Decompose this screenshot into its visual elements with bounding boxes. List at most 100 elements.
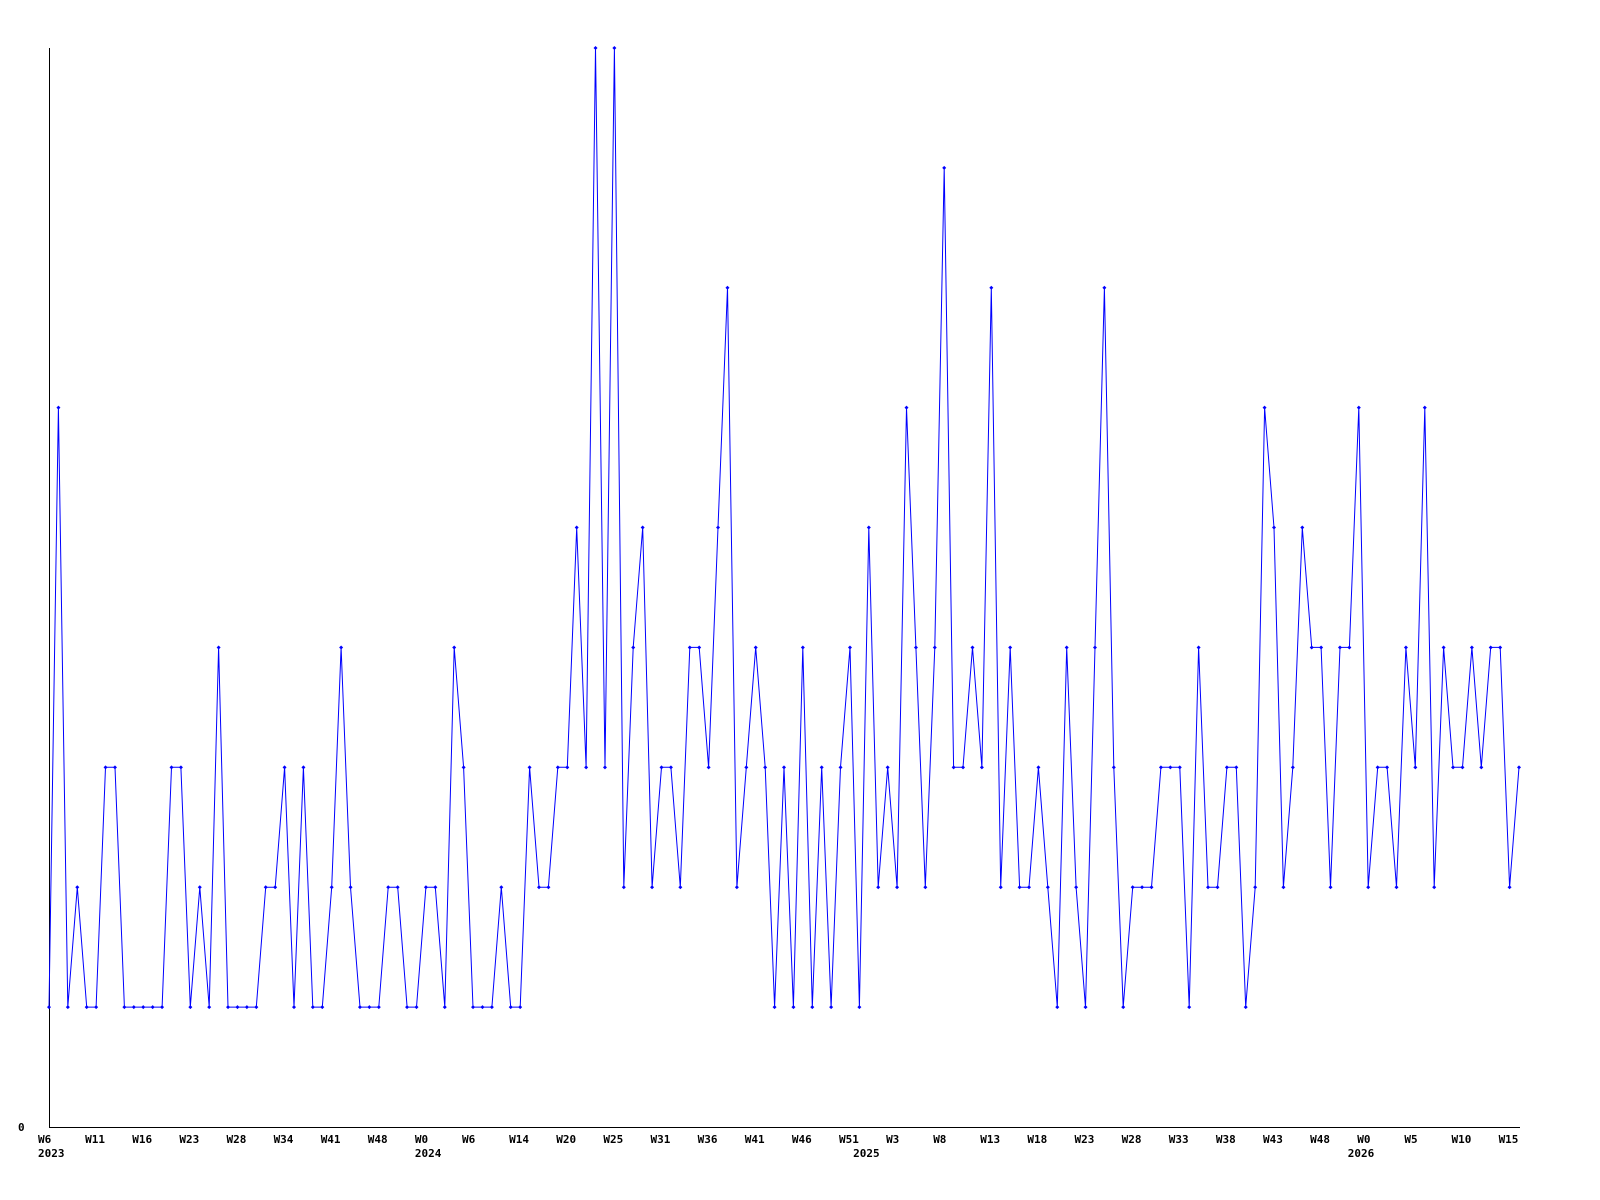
data-point — [1074, 885, 1079, 890]
data-point — [1158, 765, 1163, 770]
data-point — [282, 765, 287, 770]
data-point — [697, 645, 702, 650]
x-tick-label: W6 — [38, 1133, 52, 1146]
data-point — [829, 1005, 834, 1010]
data-point — [847, 645, 852, 650]
data-point — [687, 645, 692, 650]
data-point — [499, 885, 504, 890]
data-point — [640, 525, 645, 530]
data-point — [405, 1005, 410, 1010]
data-point — [1064, 645, 1069, 650]
data-point — [1224, 765, 1229, 770]
data-point — [395, 885, 400, 890]
data-point — [367, 1005, 372, 1010]
data-point — [150, 1005, 155, 1010]
year-label: 2025 — [853, 1147, 880, 1160]
data-point — [668, 765, 673, 770]
data-point — [1328, 885, 1333, 890]
x-tick-label: W38 — [1216, 1133, 1236, 1146]
x-tick-label: W36 — [698, 1133, 718, 1146]
year-label: 2023 — [38, 1147, 65, 1160]
x-tick-label: W51 — [839, 1133, 859, 1146]
data-point — [1300, 525, 1305, 530]
x-tick-label: W0 — [415, 1133, 428, 1146]
data-point — [1168, 765, 1173, 770]
x-tick-label: W48 — [1310, 1133, 1330, 1146]
data-point — [207, 1005, 212, 1010]
data-point — [782, 765, 786, 770]
data-point — [546, 885, 551, 890]
data-point — [188, 1005, 193, 1010]
x-tick-label: W28 — [1122, 1133, 1142, 1146]
data-point — [1319, 645, 1324, 650]
x-tick-label: W3 — [886, 1133, 899, 1146]
data-point — [518, 1005, 523, 1010]
data-point — [169, 765, 174, 770]
data-point — [1196, 645, 1201, 650]
data-point — [423, 885, 428, 890]
data-point — [734, 885, 739, 890]
data-point — [273, 885, 278, 890]
data-point — [1413, 765, 1418, 770]
data-point — [744, 765, 749, 770]
data-point — [414, 1005, 419, 1010]
data-point — [141, 1005, 146, 1010]
data-point — [1460, 765, 1465, 770]
x-tick-label: W34 — [274, 1133, 294, 1146]
data-point — [56, 405, 61, 410]
data-point — [584, 765, 589, 770]
data-point — [1215, 885, 1220, 890]
year-label: 2024 — [415, 1147, 442, 1160]
data-point — [357, 1005, 362, 1010]
data-point — [1432, 885, 1437, 890]
x-tick-label: W13 — [980, 1133, 1000, 1146]
data-point — [348, 885, 353, 890]
data-point — [1366, 885, 1371, 890]
x-tick-label: W23 — [1075, 1133, 1095, 1146]
data-point — [1036, 765, 1041, 770]
data-point — [1451, 765, 1456, 770]
data-point — [65, 1005, 70, 1010]
x-tick-label: W14 — [509, 1133, 529, 1146]
data-point — [433, 885, 438, 890]
data-point — [47, 1005, 51, 1010]
data-point — [103, 765, 108, 770]
data-point — [292, 1005, 296, 1010]
data-point — [716, 525, 721, 530]
data-point — [1055, 1005, 1060, 1010]
x-tick-label: W33 — [1169, 1133, 1189, 1146]
data-point — [989, 285, 994, 290]
data-point — [1394, 885, 1399, 890]
data-point — [913, 645, 918, 650]
data-point — [320, 1005, 325, 1010]
data-point — [885, 765, 890, 770]
x-tick-label: W31 — [651, 1133, 671, 1146]
data-point — [565, 765, 570, 770]
x-tick-label: W28 — [226, 1133, 246, 1146]
data-point — [1243, 1005, 1248, 1010]
data-point — [235, 1005, 240, 1010]
data-point — [244, 1005, 249, 1010]
data-point — [1130, 885, 1135, 890]
data-point — [1290, 765, 1295, 770]
data-point — [763, 765, 768, 770]
data-point — [650, 885, 655, 890]
data-point — [819, 765, 824, 770]
data-point — [725, 285, 730, 290]
data-point — [1347, 645, 1352, 650]
data-point — [376, 1005, 381, 1010]
data-point — [1140, 885, 1145, 890]
x-tick-label: W5 — [1404, 1133, 1417, 1146]
data-point — [1479, 765, 1484, 770]
data-point — [659, 765, 664, 770]
x-tick-label: W18 — [1027, 1133, 1047, 1146]
data-point — [537, 885, 541, 890]
data-point — [1017, 885, 1022, 890]
x-tick-label: W25 — [603, 1133, 623, 1146]
data-point — [932, 645, 937, 650]
data-point — [970, 645, 975, 650]
data-point — [979, 765, 984, 770]
data-point — [555, 765, 560, 770]
data-point — [216, 645, 221, 650]
data-point — [706, 765, 711, 770]
